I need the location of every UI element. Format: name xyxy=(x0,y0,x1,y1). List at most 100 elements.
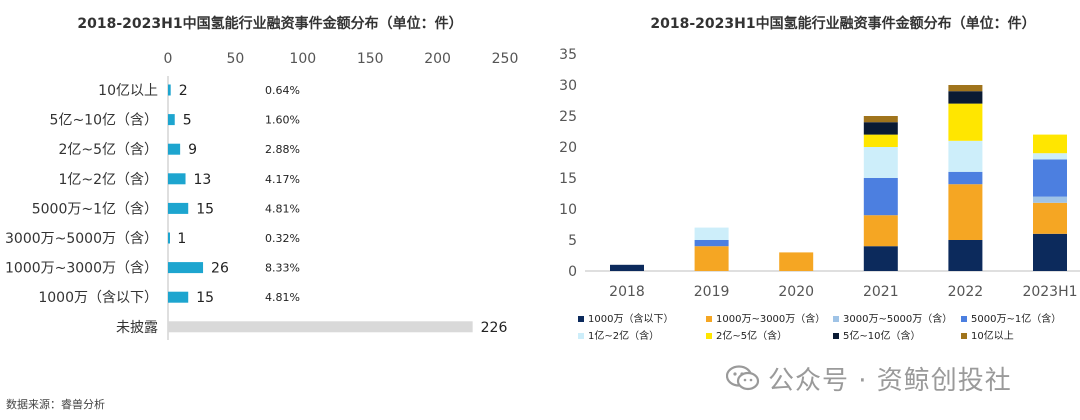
category-label: 5000万~1亿（含） xyxy=(32,201,158,217)
category-label: 3000万~5000万（含） xyxy=(5,231,158,247)
x-tick-label: 150 xyxy=(357,51,384,67)
legend-swatch xyxy=(578,333,584,339)
bar xyxy=(168,84,171,96)
x-tick-label: 50 xyxy=(226,51,244,67)
x-tick-label: 100 xyxy=(289,51,316,67)
legend-swatch xyxy=(833,333,839,339)
legend-swatch xyxy=(578,316,584,322)
bar xyxy=(168,291,189,303)
stack-segment xyxy=(863,215,898,247)
x-tick-label: 2018 xyxy=(609,284,645,300)
stack-segment xyxy=(863,122,898,135)
stack-segment xyxy=(694,227,729,240)
percent-label: 4.17% xyxy=(265,173,300,186)
stack-segment xyxy=(948,240,983,271)
x-tick-label: 2021 xyxy=(863,284,899,300)
data-label: 226 xyxy=(481,320,508,336)
legend-label: 3000万~5000万（含） xyxy=(843,312,952,325)
x-tick-label: 2019 xyxy=(694,284,730,300)
data-label: 26 xyxy=(211,261,229,277)
stacked-bar-chart: 2018-2023H1中国氢能行业融资事件金额分布（单位：件）051015202… xyxy=(559,15,1080,342)
legend-swatch xyxy=(833,316,839,322)
stack-segment xyxy=(948,85,983,92)
legend-label: 1亿~2亿（含） xyxy=(588,329,659,342)
stack-segment xyxy=(948,184,983,240)
stack-segment xyxy=(610,264,644,271)
percent-label: 2.88% xyxy=(265,143,300,156)
x-tick-label: 200 xyxy=(424,51,451,67)
legend-label: 2亿~5亿（含） xyxy=(716,329,787,342)
percent-label: 4.81% xyxy=(265,291,300,304)
stack-segment xyxy=(1033,153,1067,160)
legend-swatch xyxy=(961,316,967,322)
stack-segment xyxy=(948,103,983,141)
category-label: 10亿以上 xyxy=(98,83,158,99)
stack-segment xyxy=(694,240,729,247)
y-tick-label: 35 xyxy=(559,47,577,63)
wechat-icon xyxy=(726,365,760,391)
data-source: 数据来源：睿兽分析 xyxy=(6,398,105,411)
stack-segment xyxy=(863,246,898,271)
bar xyxy=(168,173,186,185)
bar xyxy=(168,114,175,126)
stack-segment xyxy=(863,134,898,147)
data-label: 1 xyxy=(177,231,186,247)
x-tick-label: 0 xyxy=(164,51,173,67)
bar xyxy=(168,262,204,274)
legend-label: 1000万（含以下） xyxy=(588,312,673,325)
data-label: 5 xyxy=(183,113,192,129)
legend-swatch xyxy=(706,333,712,339)
category-label: 未披露 xyxy=(116,320,158,336)
legend-label: 5000万~1亿（含） xyxy=(971,312,1061,325)
stack-segment xyxy=(863,178,898,216)
x-tick-label: 250 xyxy=(492,51,519,67)
stack-segment xyxy=(948,171,983,185)
y-tick-label: 5 xyxy=(568,233,577,249)
category-label: 1000万（含以下） xyxy=(38,290,158,306)
data-label: 2 xyxy=(179,83,188,99)
horizontal-bar-chart: 2018-2023H1中国氢能行业融资事件金额分布（单位：件）0 50 100 150… xyxy=(5,15,519,340)
percent-label: 4.81% xyxy=(265,202,300,215)
data-label: 15 xyxy=(196,290,214,306)
category-label: 2亿~5亿（含） xyxy=(58,142,158,158)
category-label: 1000万~3000万（含） xyxy=(5,261,158,277)
chart-title: 2018-2023H1中国氢能行业融资事件金额分布（单位：件） xyxy=(650,15,1035,32)
y-tick-label: 20 xyxy=(559,140,577,156)
stack-segment xyxy=(863,116,898,123)
legend-label: 10亿以上 xyxy=(971,329,1014,342)
y-tick-label: 15 xyxy=(559,171,577,187)
stack-segment xyxy=(1033,202,1067,234)
data-label: 15 xyxy=(196,201,214,217)
bar xyxy=(168,202,189,214)
percent-label: 8.33% xyxy=(265,262,300,275)
x-tick-label: 2020 xyxy=(778,284,814,300)
legend-label: 5亿~10亿（含） xyxy=(843,329,920,342)
percent-label: 0.32% xyxy=(265,232,300,245)
y-tick-label: 10 xyxy=(559,202,577,218)
percent-label: 0.64% xyxy=(265,84,300,97)
stack-segment xyxy=(948,140,983,172)
legend-swatch xyxy=(706,316,712,322)
watermark: 公众号 · 资鲸创投社 xyxy=(768,366,1012,396)
y-tick-label: 30 xyxy=(559,78,577,94)
stack-segment xyxy=(1033,159,1067,197)
x-tick-label: 2023H1 xyxy=(1022,284,1077,300)
stack-segment xyxy=(863,147,898,178)
stack-segment xyxy=(1033,233,1067,271)
bar xyxy=(168,321,473,333)
bar xyxy=(168,143,181,155)
stack-segment xyxy=(694,246,729,271)
stack-segment xyxy=(1033,196,1067,203)
percent-label: 1.60% xyxy=(265,114,300,127)
legend-label: 1000万~3000万（含） xyxy=(716,312,825,325)
x-tick-label: 2022 xyxy=(948,284,984,300)
category-label: 5亿~10亿（含） xyxy=(50,113,158,129)
data-label: 13 xyxy=(194,172,212,188)
chart-title: 2018-2023H1中国氢能行业融资事件金额分布（单位：件） xyxy=(77,15,462,32)
y-tick-label: 0 xyxy=(568,264,577,280)
stack-segment xyxy=(779,252,814,271)
bar xyxy=(168,232,170,244)
category-label: 1亿~2亿（含） xyxy=(58,172,158,188)
stack-segment xyxy=(1033,134,1067,154)
legend-swatch xyxy=(961,333,967,339)
